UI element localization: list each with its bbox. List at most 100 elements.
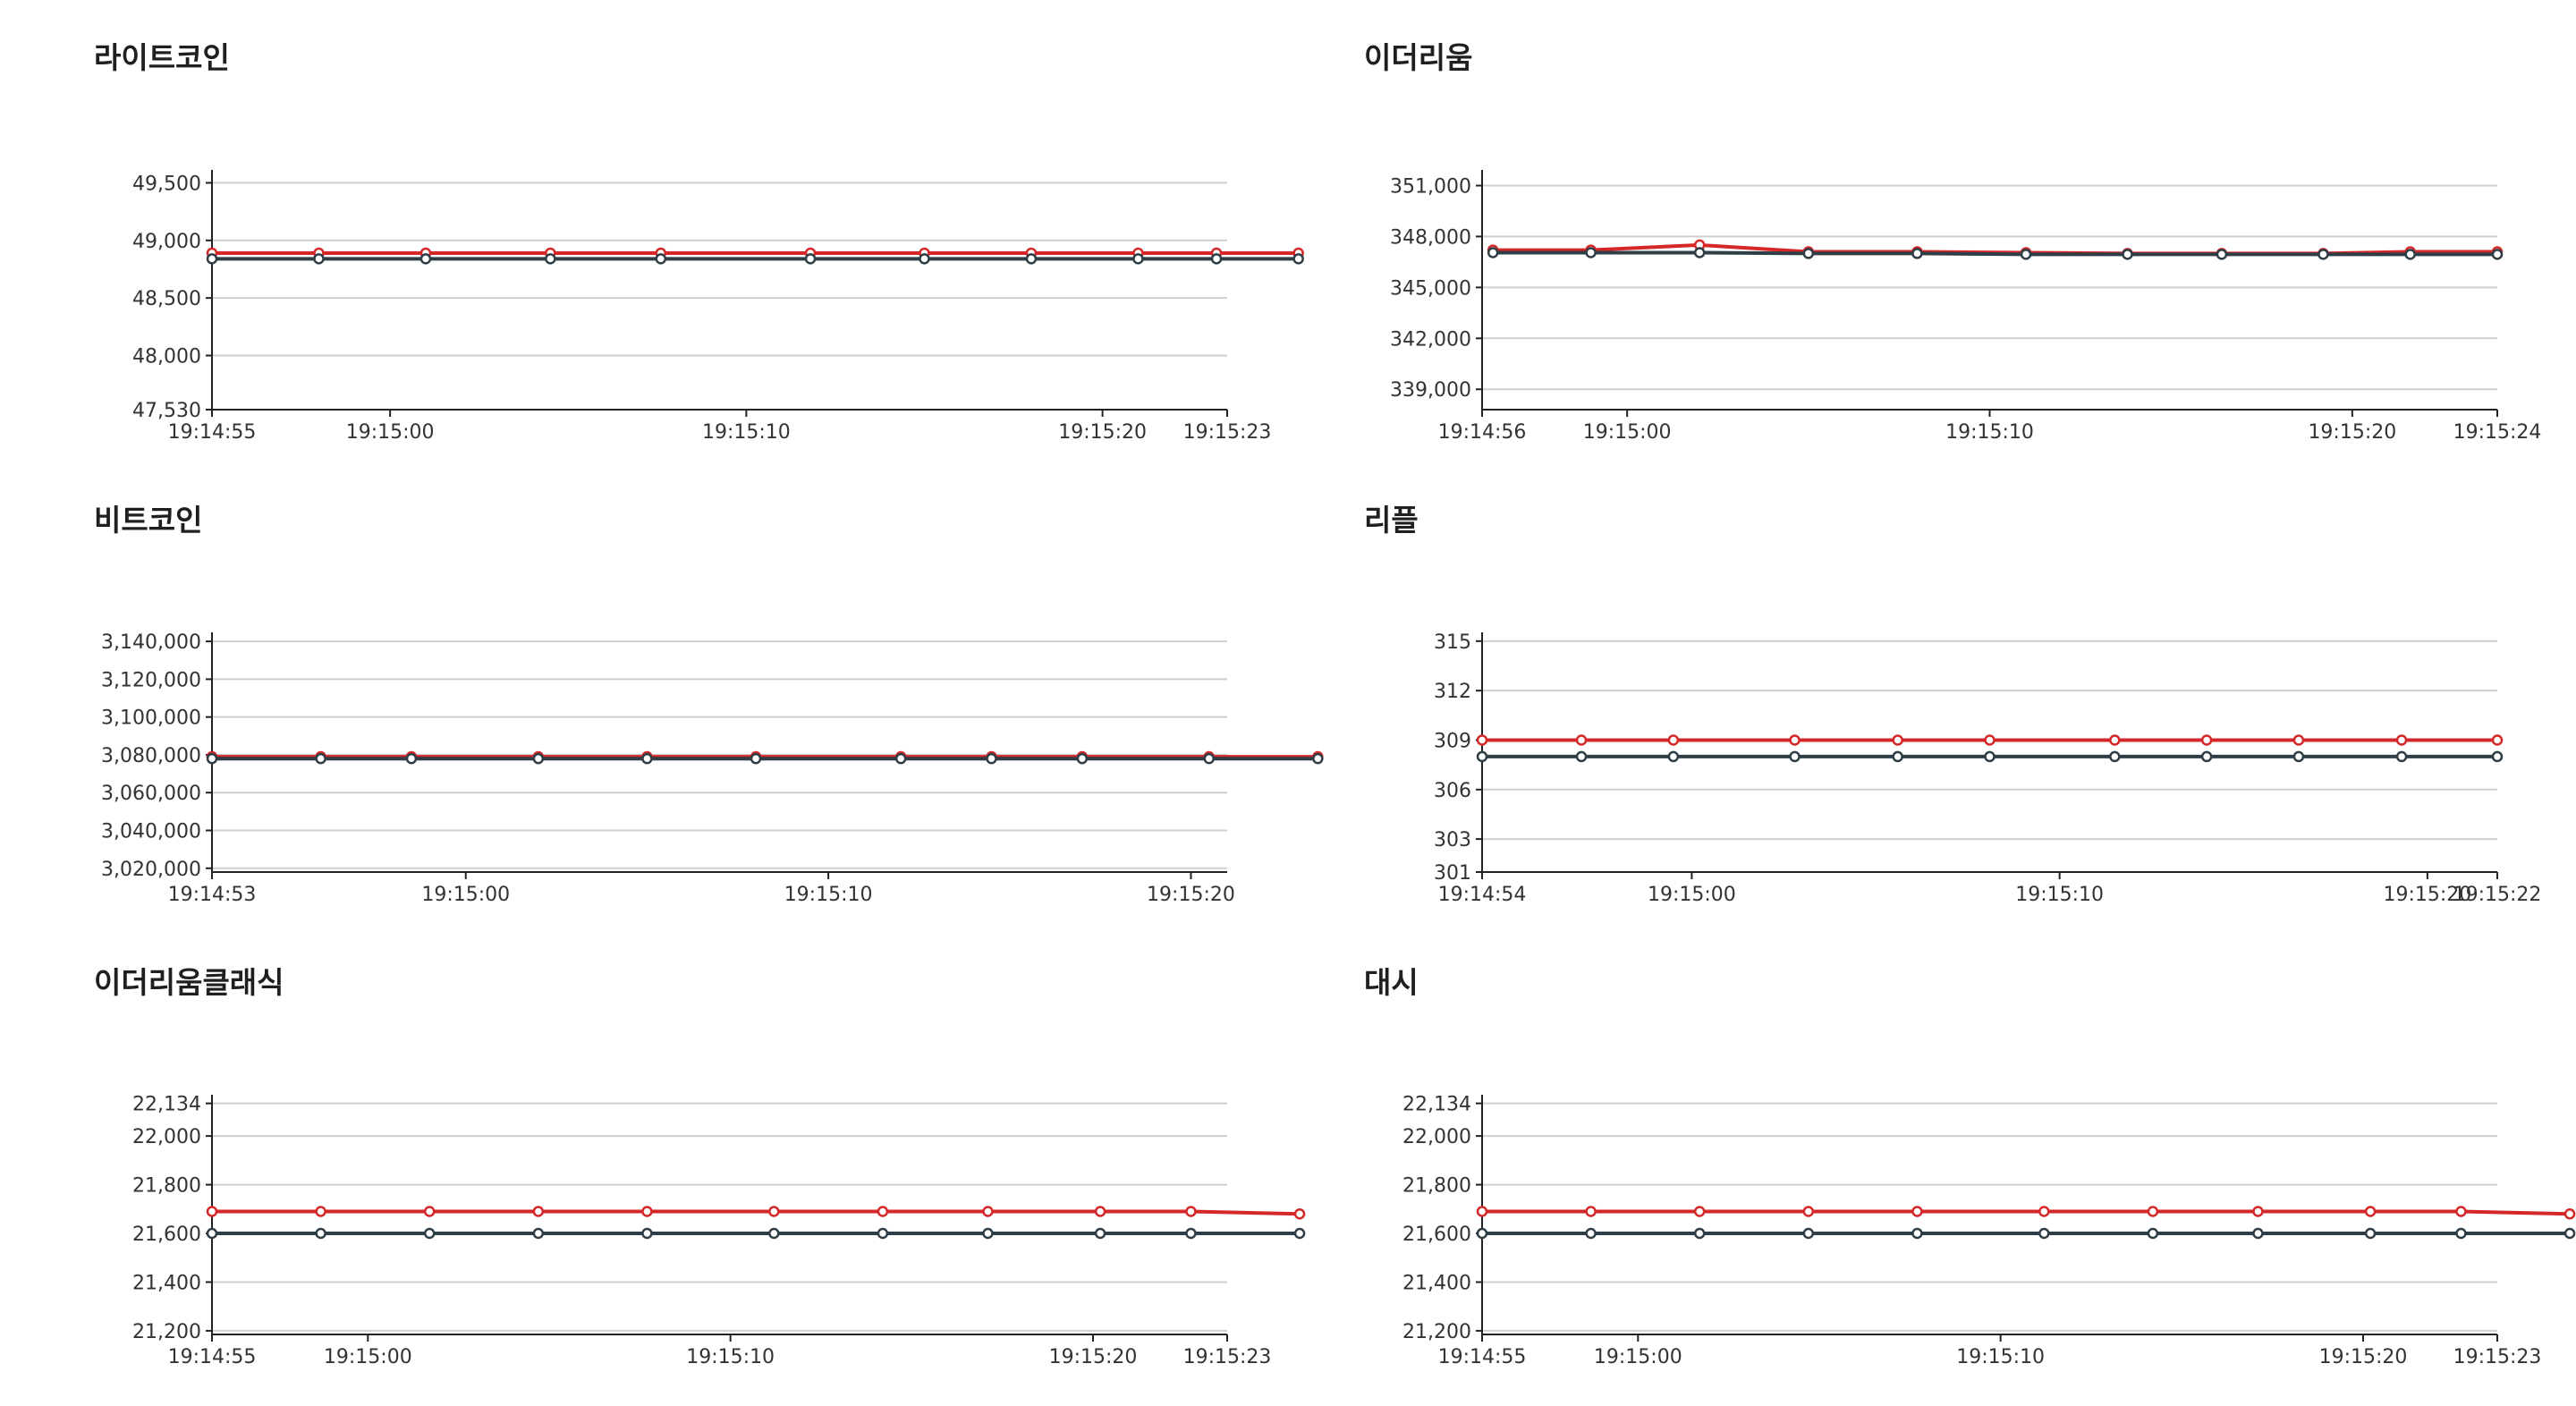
data-point	[1585, 1227, 1597, 1240]
y-tick-label: 21,400	[1402, 1272, 1471, 1294]
data-point	[2216, 249, 2228, 260]
data-point	[1892, 734, 1903, 746]
data-point	[206, 752, 218, 765]
data-point	[1693, 1206, 1706, 1217]
data-point	[641, 1206, 653, 1217]
y-tick-label: 315	[1434, 631, 1471, 654]
x-tick-label: 19:15:20	[2319, 1346, 2408, 1368]
y-tick-label: 49,500	[132, 173, 201, 195]
data-point	[2491, 750, 2504, 763]
x-tick-label: 19:15:20	[1147, 884, 1235, 906]
y-tick-label: 22,134	[1402, 1094, 1471, 1116]
data-point	[545, 253, 556, 265]
data-point	[2020, 249, 2032, 260]
x-tick-label: 19:14:55	[1438, 1346, 1527, 1368]
data-point	[1025, 253, 1038, 265]
data-point	[1094, 1227, 1106, 1240]
y-tick-label: 348,000	[1390, 226, 1471, 249]
data-point	[1185, 1227, 1197, 1240]
data-point	[2364, 1227, 2377, 1240]
data-point	[1132, 253, 1144, 265]
line-chart: 22,134 22,000 21,800 21,600 21,400 21,200 19:1…	[132, 1094, 1306, 1368]
data-point	[1693, 1227, 1706, 1240]
data-point	[1476, 734, 1488, 746]
data-point	[1911, 1227, 1923, 1240]
y-tick-label: 3,040,000	[101, 820, 201, 843]
data-point	[1476, 1227, 1488, 1240]
series-line-0	[1482, 1209, 2571, 1216]
data-point	[877, 1206, 889, 1217]
data-point	[1487, 247, 1499, 258]
y-tick-label: 306	[1434, 780, 1471, 802]
data-point	[982, 1206, 994, 1217]
y-tick-label: 21,400	[132, 1272, 201, 1294]
data-point	[986, 752, 997, 765]
x-tick-label: 19:15:00	[1594, 1346, 1682, 1368]
data-point	[1293, 1227, 1306, 1240]
data-point	[2455, 1227, 2467, 1240]
y-tick-label: 22,000	[132, 1126, 201, 1148]
data-point	[1312, 752, 1324, 765]
x-tick-label: 19:15:23	[1183, 421, 1272, 444]
data-point	[1667, 734, 1680, 746]
x-tick-label: 19:15:23	[1183, 1346, 1272, 1368]
y-tick-label: 3,060,000	[101, 783, 201, 805]
y-tick-label: 301	[1434, 862, 1471, 885]
y-tick-label: 21,600	[132, 1224, 201, 1246]
data-point	[1789, 750, 1801, 763]
data-point	[2364, 1206, 2377, 1217]
data-point	[641, 752, 653, 765]
chart-title: 이더리움	[1364, 40, 1473, 75]
data-point	[2200, 734, 2213, 746]
y-tick-label: 312	[1434, 681, 1471, 703]
data-point	[2122, 249, 2133, 260]
data-point	[2109, 750, 2121, 763]
data-point	[405, 752, 418, 765]
chart-panel-litecoin: 라이트코인 49,500 49,000 48,500 48,000 47,530 19:1…	[94, 34, 1364, 481]
data-point	[1575, 734, 1588, 746]
data-point	[2563, 1227, 2576, 1240]
x-tick-label: 19:14:54	[1438, 884, 1527, 906]
data-point	[1892, 750, 1903, 763]
data-point	[1292, 253, 1304, 265]
data-point	[1984, 734, 1996, 746]
data-point	[2491, 249, 2504, 260]
x-tick-label: 19:15:10	[1956, 1346, 2045, 1368]
data-point	[315, 752, 326, 765]
line-chart: 3,140,000 3,120,000 3,100,000 3,080,000 3,06…	[101, 631, 1324, 906]
data-point	[532, 1227, 545, 1240]
data-point	[315, 1227, 326, 1240]
line-chart: 351,000 348,000 345,000 342,000 339,000 19:14…	[1390, 170, 2542, 444]
y-tick-label: 21,800	[1402, 1175, 1471, 1198]
data-point	[1585, 1206, 1597, 1217]
data-point	[2252, 1206, 2264, 1217]
data-point	[2252, 1227, 2264, 1240]
x-tick-label: 19:14:55	[168, 1346, 257, 1368]
x-tick-label: 19:15:10	[686, 1346, 775, 1368]
chart-panel-ethereum-classic: 이더리움클래식 22,134 22,000 21,800 21,600 21,400 21…	[94, 959, 1364, 1406]
y-tick-label: 3,100,000	[101, 707, 201, 730]
data-point	[2404, 249, 2416, 260]
data-point	[2147, 1206, 2159, 1217]
y-tick-label: 48,500	[132, 288, 201, 310]
y-tick-label: 3,020,000	[101, 859, 201, 881]
data-point	[1210, 253, 1223, 265]
data-point	[768, 1227, 780, 1240]
y-tick-label: 3,080,000	[101, 745, 201, 767]
data-point	[313, 253, 325, 265]
data-point	[2292, 750, 2305, 763]
data-point	[2563, 1207, 2576, 1220]
chart-title: 이더리움클래식	[94, 965, 284, 1000]
x-tick-label: 19:15:22	[2453, 884, 2542, 906]
x-tick-label: 19:15:24	[2453, 421, 2542, 444]
data-point	[919, 253, 930, 265]
x-tick-label: 19:15:10	[2015, 884, 2104, 906]
x-tick-label: 19:15:00	[324, 1346, 412, 1368]
data-point	[2200, 750, 2213, 763]
data-point	[1802, 248, 1815, 259]
data-point	[894, 752, 907, 765]
x-tick-label: 19:15:10	[784, 884, 873, 906]
data-point	[419, 253, 432, 265]
